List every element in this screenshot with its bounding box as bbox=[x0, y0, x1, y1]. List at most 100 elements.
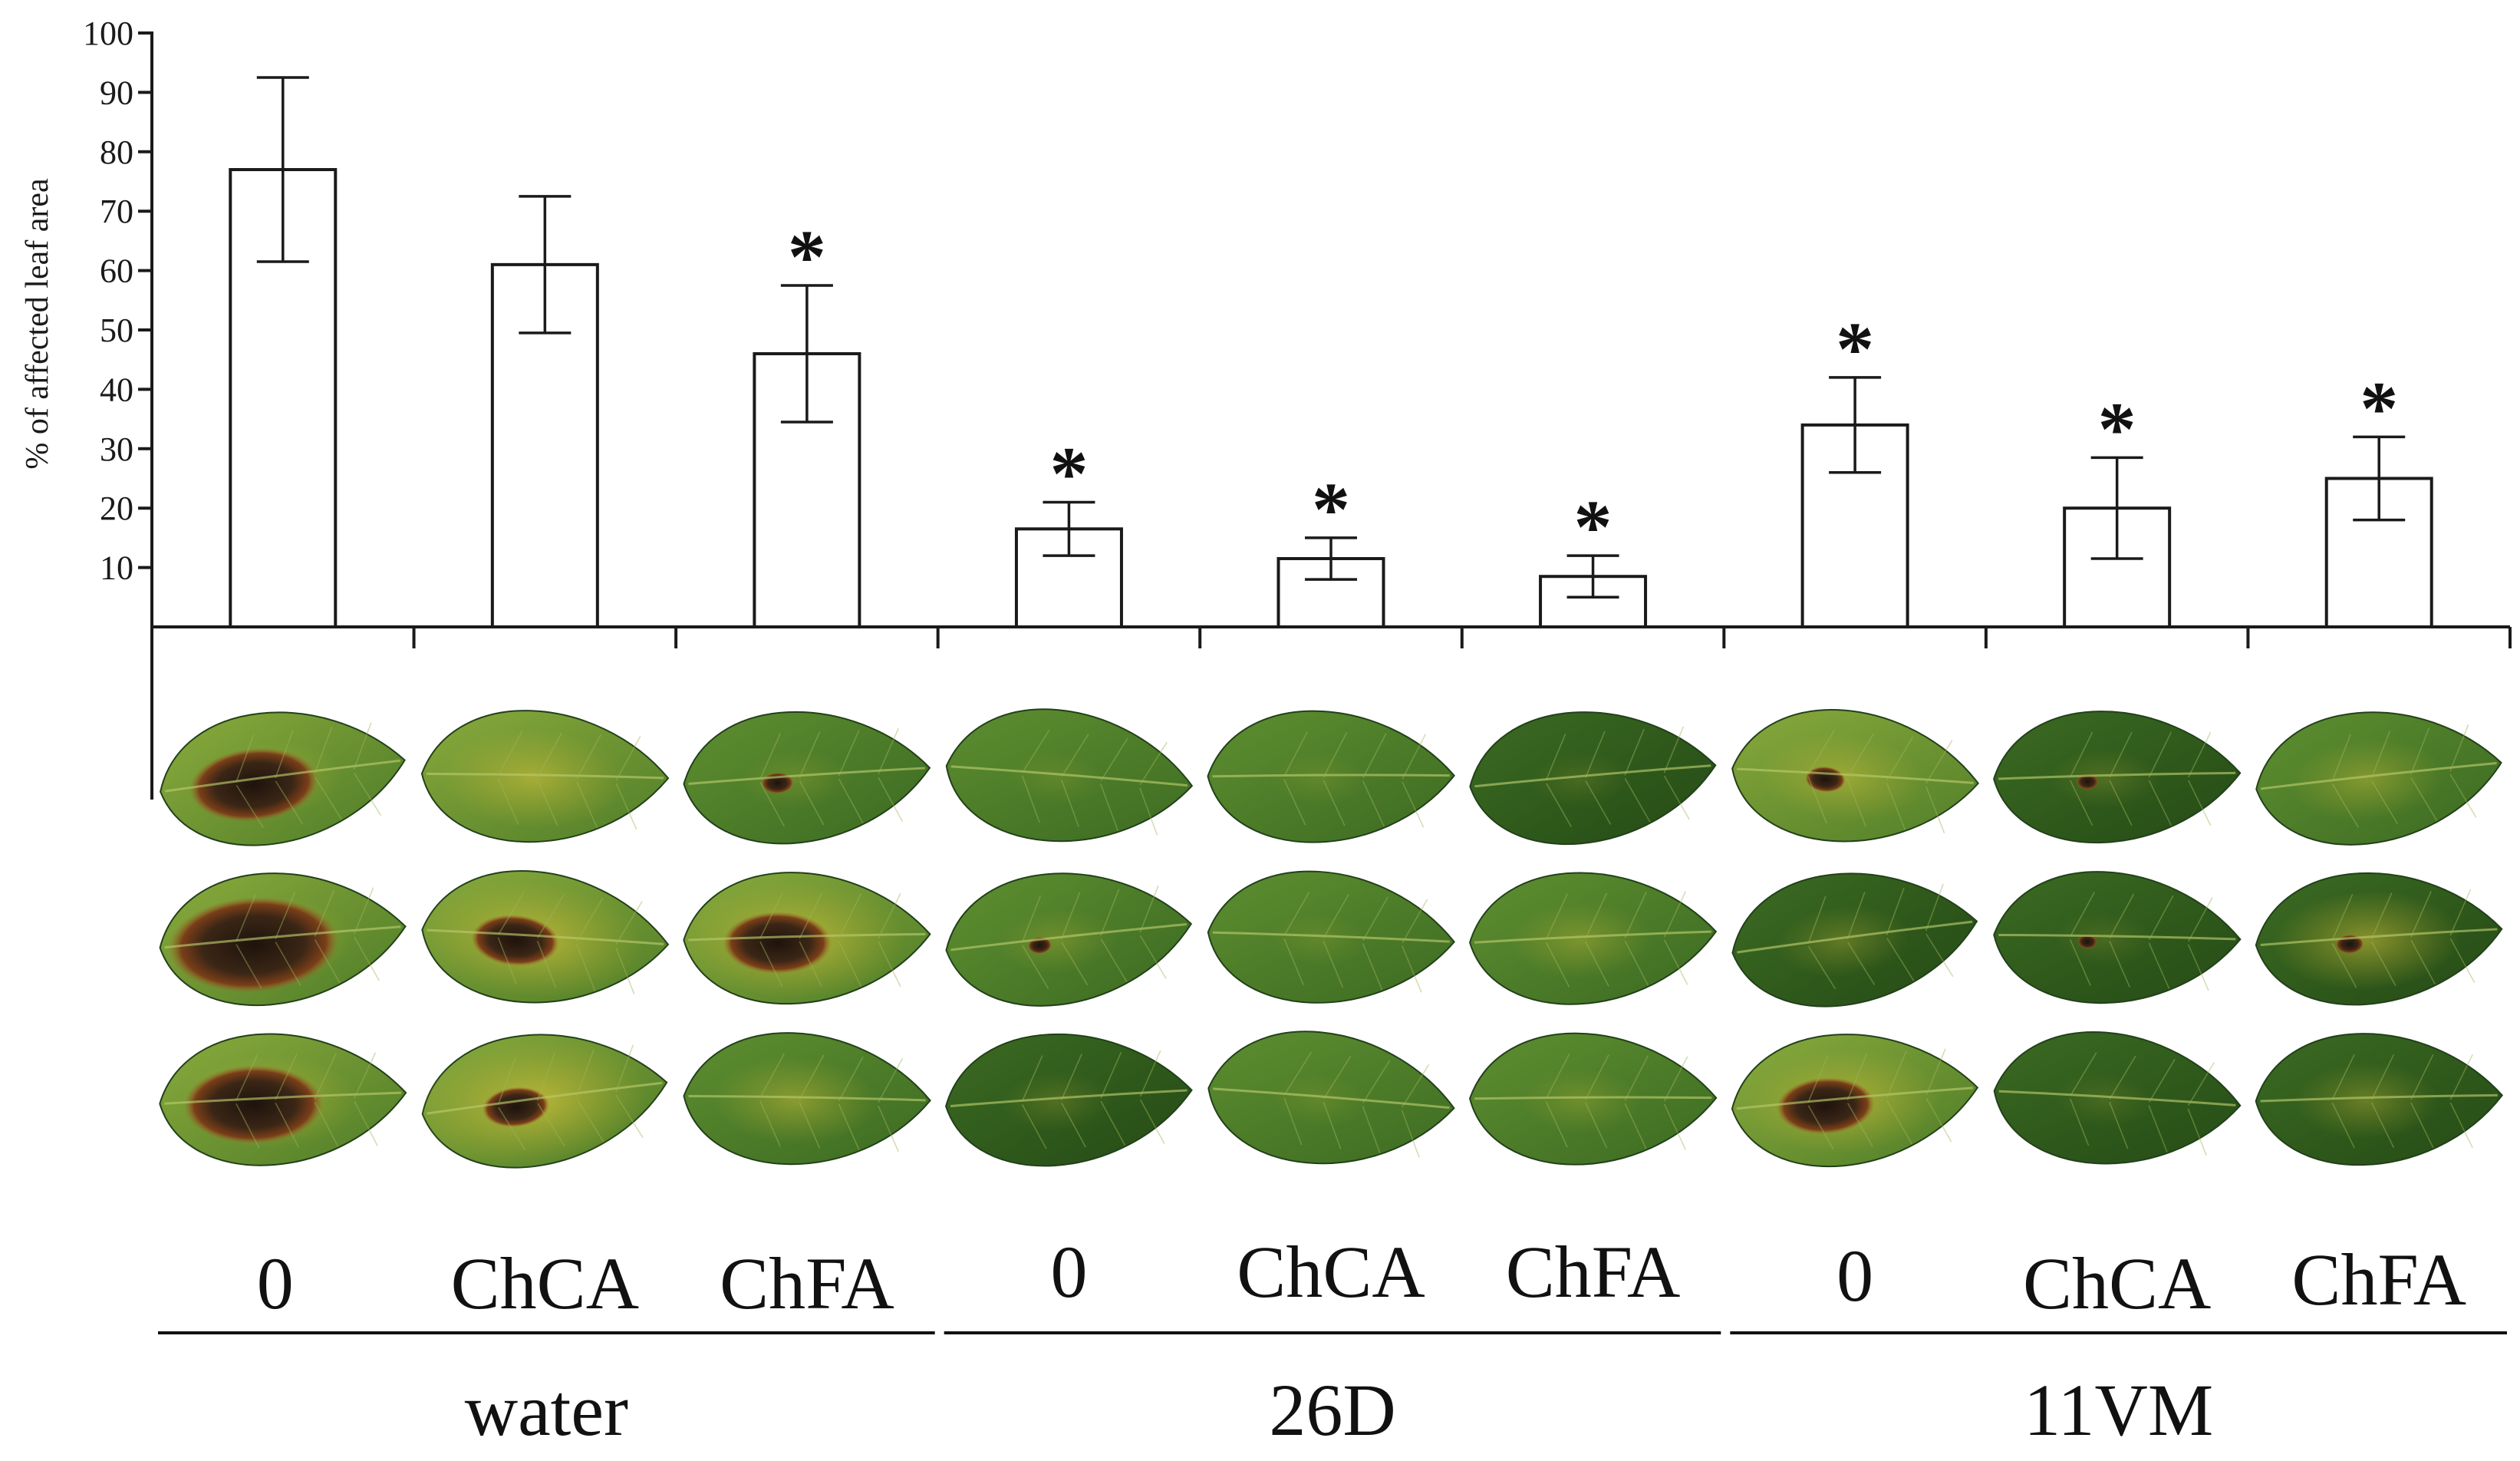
leaf-vein bbox=[1886, 736, 1914, 780]
leaf-vein bbox=[2371, 780, 2399, 825]
leaf-vein bbox=[838, 729, 860, 777]
leaf-photo bbox=[683, 1032, 931, 1166]
leaf-midrib bbox=[1212, 773, 1450, 778]
leaf-chlorosis bbox=[438, 728, 628, 829]
leaf-vein bbox=[2449, 938, 2476, 984]
leaf-midrib bbox=[1474, 930, 1711, 944]
category-label: 0 bbox=[257, 1242, 294, 1324]
leaf-photo bbox=[160, 711, 406, 846]
leaf-vein bbox=[799, 941, 822, 988]
leaf-vein bbox=[236, 895, 256, 942]
leaf-vein bbox=[799, 1054, 825, 1100]
leaf-vein bbox=[1585, 892, 1608, 939]
leaf-vein bbox=[1585, 730, 1606, 778]
leaf-vein bbox=[2410, 727, 2430, 775]
leaf-vein bbox=[759, 733, 781, 780]
leaf-vein bbox=[799, 780, 825, 826]
leaf-vein bbox=[1545, 1101, 1568, 1148]
leaf-vein bbox=[497, 778, 519, 825]
leaf-vein bbox=[759, 941, 783, 988]
category-label: ChFA bbox=[1506, 1231, 1681, 1313]
leaf-photo bbox=[1469, 711, 1717, 846]
leaf-vein bbox=[1021, 775, 1040, 823]
leaf-vein bbox=[236, 734, 255, 783]
leaf-vein bbox=[2109, 1101, 2129, 1149]
leaf-vein bbox=[1807, 895, 1827, 944]
category-label: 0 bbox=[1836, 1235, 1873, 1317]
leaf-vein bbox=[536, 780, 558, 826]
leaf-vein bbox=[1139, 935, 1167, 979]
group-label-11vm: 11VM bbox=[2024, 1369, 2213, 1451]
leaf-midrib bbox=[1998, 934, 2236, 941]
leaf-vein bbox=[615, 947, 635, 995]
y-tick-labels: 10 20 30 40 50 60 70 80 90 100 bbox=[83, 15, 133, 587]
leaf-vein bbox=[1021, 1055, 1043, 1102]
leaf-vein bbox=[2370, 892, 2393, 939]
leaf-vein bbox=[576, 1099, 604, 1143]
leaf-vein bbox=[1886, 887, 1905, 935]
leaf-vein bbox=[1022, 945, 1049, 989]
leaf-lesion bbox=[1777, 1077, 1875, 1135]
leaf-vein bbox=[615, 901, 643, 945]
leaf-vein bbox=[1886, 1050, 1907, 1098]
leaf-chlorosis bbox=[711, 1057, 878, 1145]
leaf-vein bbox=[2069, 780, 2093, 826]
leaf-vein bbox=[1283, 779, 1306, 826]
leaf-vein bbox=[1545, 734, 1566, 781]
leaf-photo-panel bbox=[159, 708, 2504, 1169]
leaf-vein bbox=[1807, 730, 1835, 774]
leaf-midrib bbox=[1213, 1087, 1450, 1110]
leaf-vein bbox=[878, 1057, 904, 1103]
leaf-vein bbox=[1283, 731, 1308, 777]
leaf-vein bbox=[759, 1053, 786, 1098]
y-tick-label: 20 bbox=[100, 490, 133, 527]
leaf-vein bbox=[236, 784, 264, 829]
leaf-chlorosis bbox=[739, 750, 851, 809]
leaf-vein bbox=[1545, 942, 1570, 988]
leaf-midrib bbox=[1998, 771, 2236, 780]
leaf-vein bbox=[615, 735, 641, 781]
leaf-vein bbox=[1545, 893, 1568, 940]
leaf-vein bbox=[1139, 787, 1158, 836]
leaf-vein bbox=[1846, 779, 1866, 827]
leaf-vein bbox=[1402, 945, 1422, 993]
leaf-vein bbox=[878, 727, 899, 775]
leaf-vein bbox=[1323, 1101, 1342, 1149]
leaf-vein bbox=[1925, 883, 1944, 932]
leaf-vein bbox=[2187, 1062, 2215, 1106]
leaf-vein bbox=[353, 722, 372, 770]
leaf-vein bbox=[275, 1054, 298, 1100]
leaf-chlorosis bbox=[1269, 1073, 1369, 1127]
leaf-vein bbox=[2331, 783, 2360, 828]
leaf-chlorosis bbox=[2289, 738, 2445, 822]
leaf-photo bbox=[421, 870, 670, 1004]
leaf-vein bbox=[759, 1100, 781, 1147]
leaf-vein bbox=[314, 726, 333, 774]
category-label: ChCA bbox=[451, 1242, 639, 1324]
leaf-vein bbox=[2148, 1058, 2176, 1103]
leaf-photo bbox=[2255, 872, 2503, 1006]
leaf-vein bbox=[353, 887, 374, 935]
y-tick-label: 40 bbox=[100, 371, 133, 408]
leaf-vein bbox=[878, 941, 901, 988]
leaf-vein bbox=[1323, 941, 1344, 988]
leaf-photo bbox=[2255, 711, 2502, 846]
leaf-photo bbox=[1993, 711, 2242, 844]
leaf-midrib bbox=[164, 759, 400, 793]
leaf-vein bbox=[1925, 740, 1953, 784]
leaf-vein bbox=[1061, 1103, 1086, 1148]
bars bbox=[229, 76, 2433, 629]
leaf-vein bbox=[1099, 783, 1119, 832]
leaf-lesion bbox=[482, 1087, 549, 1128]
leaf-vein bbox=[354, 1100, 378, 1146]
leaf-vein bbox=[2070, 892, 2095, 937]
leaf-vein bbox=[1139, 885, 1159, 933]
leaf-photo bbox=[1207, 1031, 1455, 1165]
leaf-midrib bbox=[688, 767, 926, 785]
leaf-vein bbox=[1624, 728, 1645, 776]
leaf-vein bbox=[1362, 780, 1385, 827]
leaf-vein bbox=[1585, 1102, 1608, 1149]
leaf-vein bbox=[354, 936, 380, 981]
leaf-vein bbox=[1585, 1054, 1609, 1100]
